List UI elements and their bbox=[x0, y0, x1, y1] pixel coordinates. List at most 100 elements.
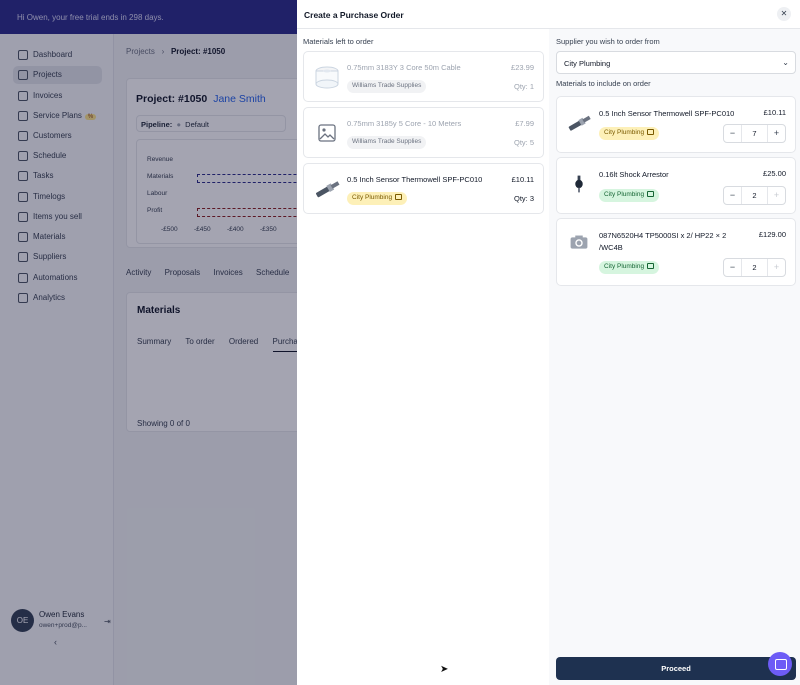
projects-icon bbox=[18, 70, 28, 80]
sidebar-item-label: Suppliers bbox=[33, 252, 67, 261]
user-email: owen+prod@p... bbox=[39, 622, 87, 629]
supplier-tag: Williams Trade Supplies bbox=[347, 136, 427, 149]
sidebar-item-schedule[interactable]: Schedule bbox=[13, 147, 102, 165]
tab-proposals[interactable]: Proposals bbox=[164, 268, 201, 277]
tab-summary[interactable]: Summary bbox=[137, 337, 172, 346]
breadcrumb-current: Project: #1050 bbox=[170, 47, 226, 56]
sidebar-item-analytics[interactable]: Analytics bbox=[13, 289, 102, 307]
tab-to-order[interactable]: To order bbox=[185, 337, 215, 346]
sidebar-item-label: Service Plans bbox=[33, 111, 82, 120]
avatar: OE bbox=[11, 609, 34, 632]
sidebar-item-invoices[interactable]: Invoices bbox=[13, 87, 102, 105]
order-item-card: 0.5 Inch Sensor Thermowell SPF-PC010 £10… bbox=[556, 96, 796, 153]
supplier-select[interactable]: City Plumbing ⌄ bbox=[556, 51, 796, 74]
project-tabs: Activity Proposals Invoices Schedule bbox=[126, 268, 300, 277]
supplier-tag-label: City Plumbing bbox=[604, 191, 645, 198]
order-item-card: 0.16lt Shock Arrestor £25.00 City Plumbi… bbox=[556, 157, 796, 214]
decrement-button[interactable]: − bbox=[724, 187, 742, 204]
modal-title: Create a Purchase Order bbox=[304, 10, 404, 20]
materials-icon bbox=[18, 232, 28, 242]
store-icon bbox=[647, 263, 655, 269]
pipeline-label: Pipeline: bbox=[141, 120, 173, 129]
material-card[interactable]: 0.75mm 3183Y 3 Core 50m Cable £23.99 Wil… bbox=[303, 51, 544, 102]
sidebar-item-label: Customers bbox=[33, 131, 72, 140]
breadcrumb-root[interactable]: Projects bbox=[126, 47, 155, 56]
sidebar-item-label: Invoices bbox=[33, 91, 63, 100]
decrement-button[interactable]: − bbox=[724, 125, 742, 142]
service-plans-icon bbox=[18, 111, 28, 121]
chart-row-label: Materials bbox=[147, 173, 174, 180]
collapse-sidebar-icon[interactable]: ‹ bbox=[54, 637, 57, 647]
increment-button[interactable]: + bbox=[767, 125, 785, 142]
tab-invoices[interactable]: Invoices bbox=[213, 268, 243, 277]
order-item-card: 087N6520H4 TP5000SI x 2/ HP22 × 2 /WC4B … bbox=[556, 218, 796, 286]
decrement-button[interactable]: − bbox=[724, 259, 742, 276]
sidebar-item-tasks[interactable]: Tasks bbox=[13, 167, 102, 185]
pipeline-dot-icon: ● bbox=[174, 120, 184, 129]
chart-tick-label: -£400 bbox=[227, 226, 244, 233]
sidebar-item-label: Tasks bbox=[33, 171, 54, 180]
store-icon bbox=[647, 129, 655, 135]
close-button[interactable]: ✕ bbox=[777, 7, 791, 21]
quantity-input[interactable]: 7 bbox=[752, 129, 757, 138]
project-chart: Revenue Materials Labour Profit -£500 -£… bbox=[136, 139, 337, 244]
chevron-down-icon: ⌄ bbox=[782, 58, 789, 67]
logout-icon[interactable]: ⇥ bbox=[104, 617, 111, 626]
chart-row-label: Labour bbox=[147, 190, 168, 197]
tab-schedule[interactable]: Schedule bbox=[255, 268, 290, 277]
sidebar-item-dashboard[interactable]: Dashboard bbox=[13, 46, 102, 64]
trial-banner-text: Hi Owen, your free trial ends in 298 day… bbox=[17, 13, 164, 22]
shock-arrestor-thumb bbox=[565, 170, 593, 198]
thermowell-thumb bbox=[312, 174, 342, 204]
supplier-tag-label: Williams Trade Supplies bbox=[352, 82, 422, 89]
order-item-name: 0.5 Inch Sensor Thermowell SPF-PC010 bbox=[599, 109, 735, 118]
supplier-tag: City Plumbing bbox=[599, 127, 660, 140]
increment-button[interactable]: + bbox=[767, 259, 785, 276]
sidebar-item-timelogs[interactable]: Timelogs bbox=[13, 188, 102, 206]
quantity-input[interactable]: 2 bbox=[752, 191, 757, 200]
materials-tabs: Summary To order Ordered Purchase bbox=[137, 337, 318, 352]
pipeline-select[interactable]: Pipeline: ● Default bbox=[136, 115, 286, 132]
analytics-icon bbox=[18, 293, 28, 303]
sidebar-item-automations[interactable]: Automations bbox=[13, 269, 102, 287]
supplier-tag-label: City Plumbing bbox=[604, 263, 645, 270]
material-name: 0.75mm 3185y 5 Core - 10 Meters bbox=[347, 119, 462, 128]
sidebar-item-label: Projects bbox=[33, 70, 62, 79]
mouse-cursor-icon: ➤ bbox=[440, 664, 449, 675]
breadcrumb-separator-icon: › bbox=[157, 47, 169, 56]
order-materials-label: Materials to include on order bbox=[556, 79, 651, 88]
sidebar-item-items-you-sell[interactable]: Items you sell bbox=[13, 208, 102, 226]
automations-icon bbox=[18, 273, 28, 283]
quantity-input[interactable]: 2 bbox=[752, 263, 757, 272]
invoices-icon bbox=[18, 91, 28, 101]
increment-button[interactable]: + bbox=[767, 187, 785, 204]
material-qty: Qty: 5 bbox=[513, 138, 534, 147]
sidebar-item-service-plans[interactable]: Service Plans% bbox=[13, 107, 102, 125]
sidebar-item-suppliers[interactable]: Suppliers bbox=[13, 248, 102, 266]
timelogs-icon bbox=[18, 192, 28, 202]
material-card[interactable]: 0.75mm 3185y 5 Core - 10 Meters £7.99 Wi… bbox=[303, 107, 544, 158]
project-title: Project: #1050 bbox=[136, 93, 208, 105]
sidebar-item-customers[interactable]: Customers bbox=[13, 127, 102, 145]
supplier-select-value: City Plumbing bbox=[564, 59, 611, 68]
sidebar-item-projects[interactable]: Projects bbox=[13, 66, 102, 84]
sidebar-item-label: Analytics bbox=[33, 293, 66, 302]
service-plans-badge: % bbox=[84, 114, 97, 120]
proceed-button[interactable]: Proceed bbox=[556, 657, 796, 680]
sidebar-item-label: Items you sell bbox=[33, 212, 82, 221]
tab-ordered[interactable]: Ordered bbox=[228, 337, 259, 346]
user-profile[interactable]: OE Owen Evans owen+prod@p... ⇥ bbox=[11, 607, 111, 637]
store-icon bbox=[395, 194, 403, 200]
modal-backdrop[interactable] bbox=[0, 0, 297, 685]
chat-icon[interactable] bbox=[768, 652, 792, 676]
chart-tick-label: -£350 bbox=[260, 226, 277, 233]
pipeline-value: Default bbox=[185, 120, 209, 129]
quantity-stepper: − 7 + bbox=[723, 124, 786, 143]
customer-link[interactable]: Jane Smith bbox=[213, 93, 266, 105]
supplier-tag: Williams Trade Supplies bbox=[347, 80, 427, 93]
material-card[interactable]: 0.5 Inch Sensor Thermowell SPF-PC010 £10… bbox=[303, 163, 544, 214]
tab-activity[interactable]: Activity bbox=[126, 268, 152, 277]
sidebar-item-materials[interactable]: Materials bbox=[13, 228, 102, 246]
placeholder-image-icon bbox=[312, 118, 342, 148]
tab-purchase[interactable]: Purchase bbox=[272, 337, 307, 352]
